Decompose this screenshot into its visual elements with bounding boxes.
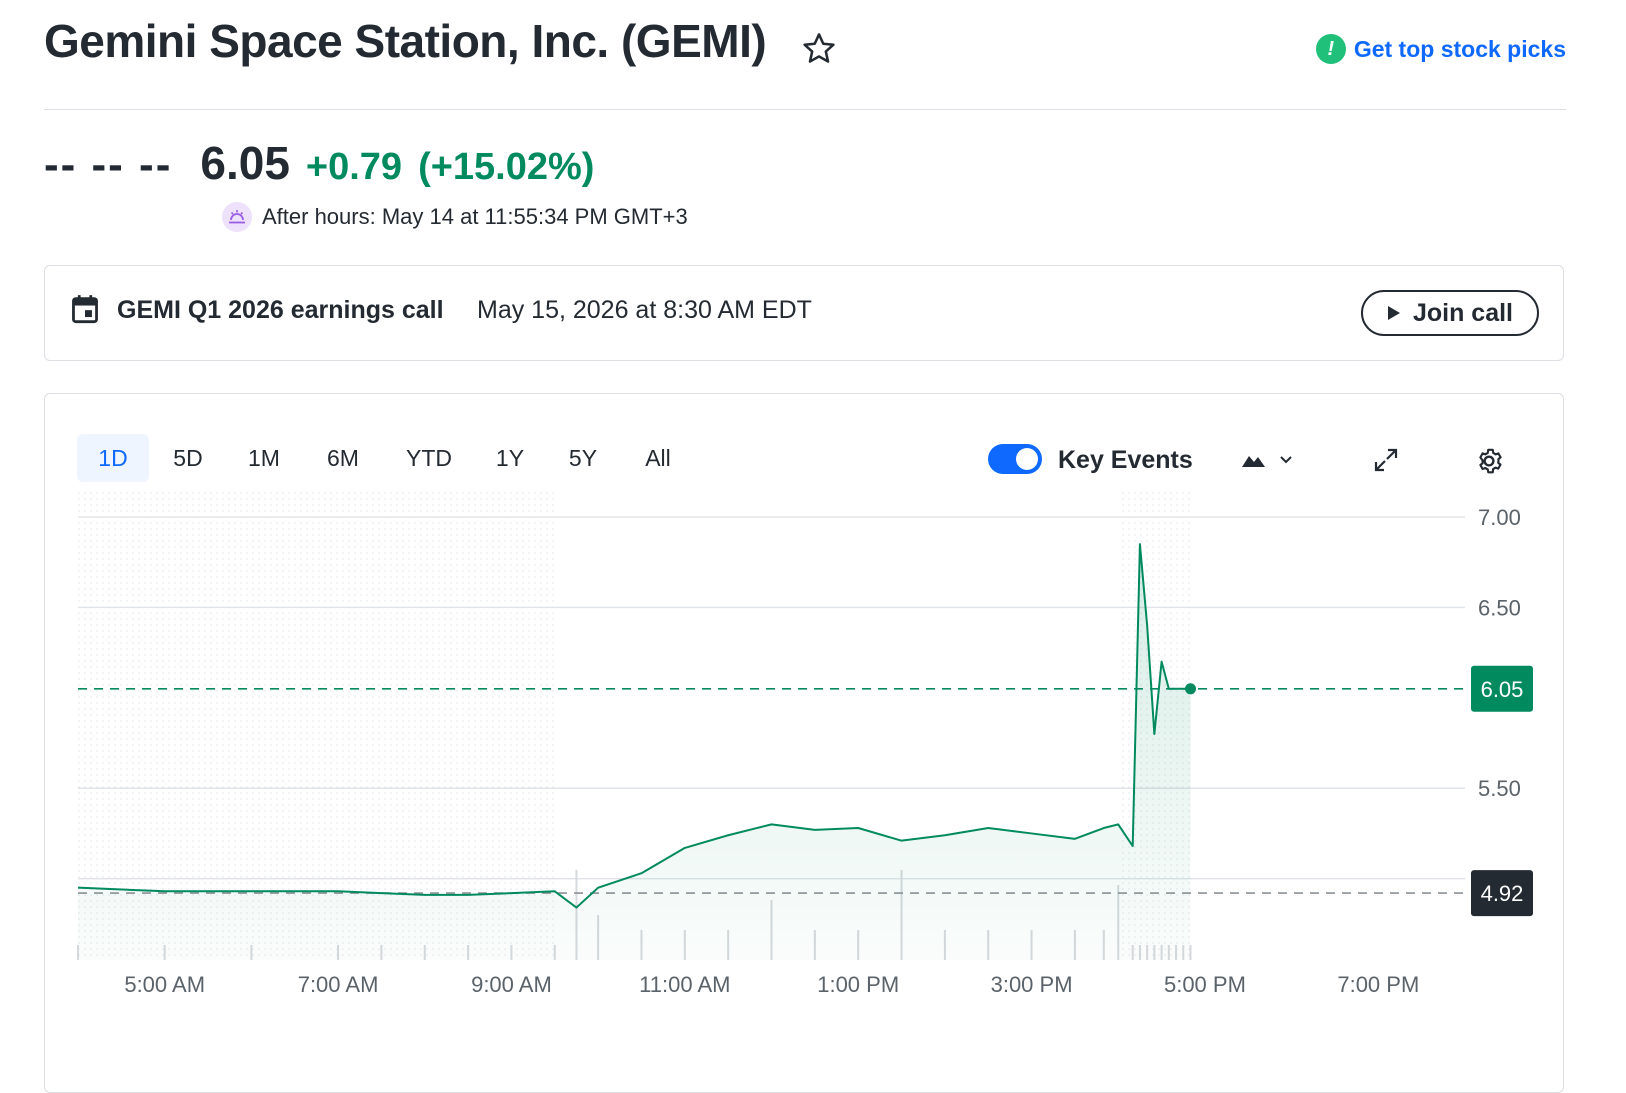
x-tick-label: 5:00 PM xyxy=(1164,972,1246,997)
page-title: Gemini Space Station, Inc. (GEMI) xyxy=(44,15,767,67)
current-price-tag: 6.05 xyxy=(1471,665,1533,712)
x-tick-label: 3:00 PM xyxy=(991,972,1073,997)
earnings-call-label: GEMI Q1 2026 earnings call xyxy=(117,296,444,324)
get-top-stock-picks-link[interactable]: ! Get top stock picks xyxy=(1315,34,1566,64)
x-tick-label: 9:00 AM xyxy=(471,972,552,997)
current-price-tag-label: 6.05 xyxy=(1481,677,1524,702)
exclamation-badge-icon: ! xyxy=(1315,34,1346,64)
price-area xyxy=(78,544,1191,960)
key-events-label: Key Events xyxy=(1058,446,1193,474)
header-divider xyxy=(44,109,1566,110)
expand-icon[interactable] xyxy=(1372,446,1400,474)
x-tick-label: 11:00 AM xyxy=(639,972,730,997)
current-price: 6.05 xyxy=(200,137,290,189)
price-change: +0.79 xyxy=(305,146,403,188)
range-tab-5d[interactable]: 5D xyxy=(173,444,203,471)
range-tab-all[interactable]: All xyxy=(645,444,671,471)
gear-icon[interactable] xyxy=(1474,446,1504,476)
chevron-down-icon[interactable] xyxy=(1276,450,1296,470)
x-tick-label: 7:00 AM xyxy=(298,972,379,997)
price-chart[interactable]: 7.006.505.505.005:00 AM7:00 AM9:00 AM11:… xyxy=(0,0,1626,1065)
toggle-knob xyxy=(1016,448,1038,470)
calendar-icon xyxy=(72,295,98,324)
x-tick-label: 7:00 PM xyxy=(1337,972,1419,997)
quote-row: -- -- -- 6.05 +0.79 (+15.02%) xyxy=(44,136,594,190)
play-icon xyxy=(1387,306,1400,320)
after-hours-info: After hours: May 14 at 11:55:34 PM GMT+3 xyxy=(222,202,688,232)
after-hours-text: After hours: May 14 at 11:55:34 PM GMT+3 xyxy=(262,204,688,229)
mountain-chart-icon[interactable] xyxy=(1240,449,1268,471)
range-tab-1y[interactable]: 1Y xyxy=(495,444,525,471)
range-tab-5y[interactable]: 5Y xyxy=(568,444,598,471)
sunset-icon xyxy=(222,202,252,232)
price-line xyxy=(77,543,1191,909)
range-tab-ytd[interactable]: YTD xyxy=(406,444,452,471)
join-call-label: Join call xyxy=(1412,298,1514,327)
earnings-call-datetime: May 15, 2026 at 8:30 AM EDT xyxy=(477,296,812,324)
price-change-percent: (+15.02%) xyxy=(418,146,595,188)
premarket-shading xyxy=(78,490,555,960)
range-tab-1d[interactable]: 1D xyxy=(77,434,149,482)
star-icon[interactable] xyxy=(800,30,838,68)
y-tick-label: 5.50 xyxy=(1478,776,1521,801)
range-tab-1m[interactable]: 1M xyxy=(248,444,280,471)
previous-close-tag-label: 4.92 xyxy=(1481,881,1524,906)
x-tick-label: 1:00 PM xyxy=(817,972,899,997)
y-tick-label: 7.00 xyxy=(1478,505,1521,530)
key-events-toggle[interactable] xyxy=(988,444,1042,474)
range-tab-6m[interactable]: 6M xyxy=(327,444,359,471)
x-tick-label: 5:00 AM xyxy=(124,972,205,997)
picks-label: Get top stock picks xyxy=(1353,35,1566,62)
last-price-dot xyxy=(1184,683,1196,695)
y-tick-label: 6.50 xyxy=(1478,595,1521,620)
price-placeholder: -- -- -- xyxy=(44,140,173,189)
earnings-call-banner: GEMI Q1 2026 earnings call May 15, 2026 … xyxy=(44,265,1564,361)
join-call-button[interactable]: Join call xyxy=(1361,290,1539,336)
previous-close-tag: 4.92 xyxy=(1471,870,1533,917)
